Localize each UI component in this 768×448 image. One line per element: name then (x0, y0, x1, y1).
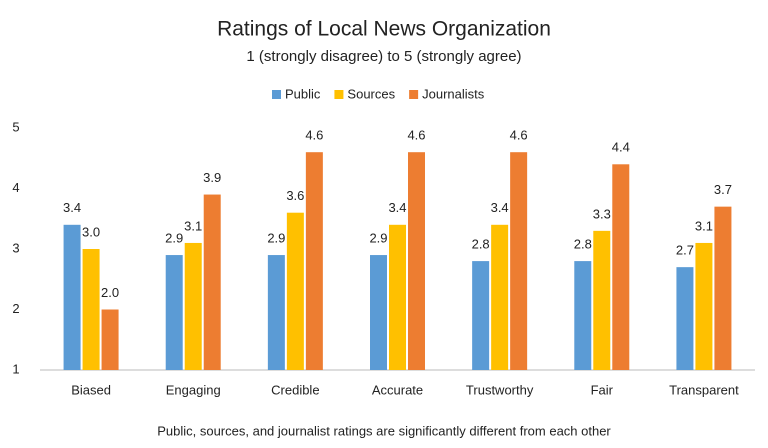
value-label: 2.8 (574, 237, 592, 252)
footnote: Public, sources, and journalist ratings … (157, 423, 611, 438)
y-tick-label: 4 (12, 180, 19, 195)
value-label: 2.9 (165, 230, 183, 245)
y-tick-label: 2 (12, 301, 19, 316)
y-tick-label: 1 (12, 361, 19, 376)
value-label: 3.7 (714, 182, 732, 197)
y-tick-label: 3 (12, 240, 19, 255)
chart-subtitle: 1 (strongly disagree) to 5 (strongly agr… (246, 48, 521, 65)
bar (472, 261, 490, 370)
value-label: 2.7 (676, 243, 694, 258)
value-label: 4.6 (407, 128, 425, 143)
value-label: 3.6 (286, 188, 304, 203)
legend-label: Journalists (422, 86, 485, 101)
bar (612, 164, 630, 370)
value-label: 3.9 (203, 170, 221, 185)
bar (82, 249, 100, 370)
chart-title: Ratings of Local News Organization (217, 18, 551, 41)
bar (286, 212, 304, 370)
bar (695, 242, 713, 370)
bar (593, 230, 611, 370)
bar (184, 242, 202, 370)
legend-swatch (272, 90, 281, 99)
value-label: 2.9 (369, 230, 387, 245)
value-label: 3.4 (388, 200, 406, 215)
value-label: 4.6 (305, 128, 323, 143)
value-label: 4.4 (612, 140, 630, 155)
bar (267, 255, 285, 370)
bar (491, 224, 509, 370)
value-label: 3.3 (593, 206, 611, 221)
x-tick-label: Credible (271, 382, 319, 397)
bar (574, 261, 592, 370)
bar (305, 152, 323, 370)
value-label: 3.0 (82, 224, 100, 239)
bar (714, 206, 732, 370)
x-tick-label: Fair (591, 382, 614, 397)
legend-swatch (334, 90, 344, 99)
bar (676, 267, 694, 370)
bar (510, 152, 528, 370)
bar (165, 255, 183, 370)
value-label: 2.8 (472, 237, 490, 252)
value-label: 3.1 (695, 218, 713, 233)
value-label: 3.4 (63, 200, 81, 215)
bar (370, 255, 387, 370)
bar (101, 309, 119, 370)
x-tick-label: Engaging (166, 382, 221, 397)
bar (63, 224, 81, 370)
value-label: 3.1 (184, 218, 202, 233)
x-tick-label: Transparent (669, 382, 739, 397)
bar (389, 224, 406, 370)
x-tick-label: Biased (71, 382, 111, 397)
legend-swatch (409, 90, 419, 99)
value-label: 2.9 (267, 230, 285, 245)
bar (408, 152, 425, 370)
y-tick-label: 5 (12, 119, 19, 134)
legend-label: Sources (347, 86, 395, 101)
x-tick-label: Accurate (372, 382, 423, 397)
legend-label: Public (285, 86, 321, 101)
value-label: 4.6 (510, 128, 528, 143)
value-label: 2.0 (101, 285, 119, 300)
value-label: 3.4 (491, 200, 509, 215)
x-tick-label: Trustworthy (466, 382, 534, 397)
bar (203, 194, 221, 370)
